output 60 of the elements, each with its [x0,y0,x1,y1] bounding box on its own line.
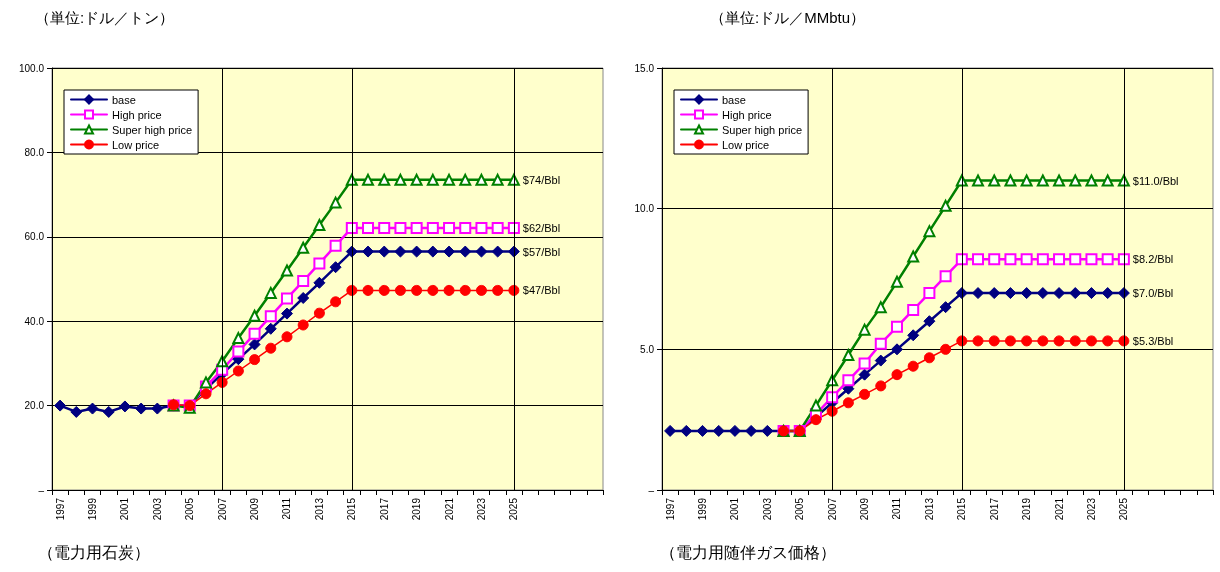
x-tick-label: 2009 [859,497,871,521]
x-tick-label: 2009 [249,497,261,521]
x-tick-label: 2003 [761,497,773,521]
x-tick-label: 2015 [956,497,968,521]
x-tick-label: 2005 [794,497,806,521]
y-tick-label: 20.0 [24,400,45,412]
x-tick-label: 1997 [664,497,676,521]
x-tick-label: 2025 [508,497,520,521]
x-tick-label: 2017 [378,497,390,521]
x-tick-label: 2013 [923,497,935,521]
text: （電力用石炭） [38,543,150,561]
x-tick-label: 2019 [411,497,423,521]
y-tick-label: 10.0 [634,203,655,215]
annotation: $62/Bbl [522,221,561,234]
annotation: $74/Bbl [522,173,561,186]
legend-label: Super high price [722,123,803,136]
x-tick-label: 2015 [346,497,358,521]
y-tick-label: 5.0 [640,343,655,355]
annotation: $47/Bbl [522,284,561,297]
y-tick-label: – [38,484,45,496]
x-tick-label: 2019 [1021,497,1033,521]
x-tick-label: 2011 [281,497,293,520]
legend-label: Low price [722,138,770,151]
y-tick-label: – [648,484,655,496]
y-axis-title: （単位:ドル／MMbtu） [710,9,866,26]
x-tick-label: 2001 [729,497,741,521]
legend-label: Low price [112,138,160,151]
annotation: $11.0/Bbl [1132,174,1179,187]
text: （電力用随伴ガス価格） [660,543,836,561]
x-tick-label: 2023 [475,497,487,521]
x-tick-label: 2025 [1118,497,1130,521]
y-tick-label: 60.0 [24,231,45,243]
x-tick-label: 1999 [87,497,99,521]
legend-label: Super high price [112,123,193,136]
x-tick-label: 2007 [216,497,228,521]
y-tick-label: 80.0 [24,146,45,158]
annotation: $5.3/Bbl [1132,334,1174,347]
x-tick-label: 2001 [119,497,131,521]
x-tick-label: 2013 [313,497,325,521]
legend-label: High price [112,108,162,121]
x-tick-label: 1999 [697,497,709,521]
x-tick-label: 2021 [1053,497,1065,521]
legend-label: High price [722,108,772,121]
y-tick-label: 100.0 [18,62,45,74]
x-tick-label: 2007 [826,497,838,521]
annotation: $8.2/Bbl [1132,253,1174,266]
x-tick-label: 2023 [1085,497,1097,521]
x-tick-label: 2011 [891,497,903,520]
annotation: $7.0/Bbl [1132,287,1174,300]
y-tick-label: 40.0 [24,315,45,327]
x-tick-label: 2021 [443,497,455,521]
annotation: $57/Bbl [522,245,561,258]
legend-label: base [112,93,136,106]
y-axis-title: （単位:ドル／トン） [35,9,175,26]
y-tick-label: 15.0 [634,62,655,74]
x-tick-label: 2017 [988,497,1000,521]
x-tick-label: 1997 [54,497,66,521]
x-tick-label: 2005 [184,497,196,521]
x-tick-label: 2003 [151,497,163,521]
legend-label: base [722,93,746,106]
